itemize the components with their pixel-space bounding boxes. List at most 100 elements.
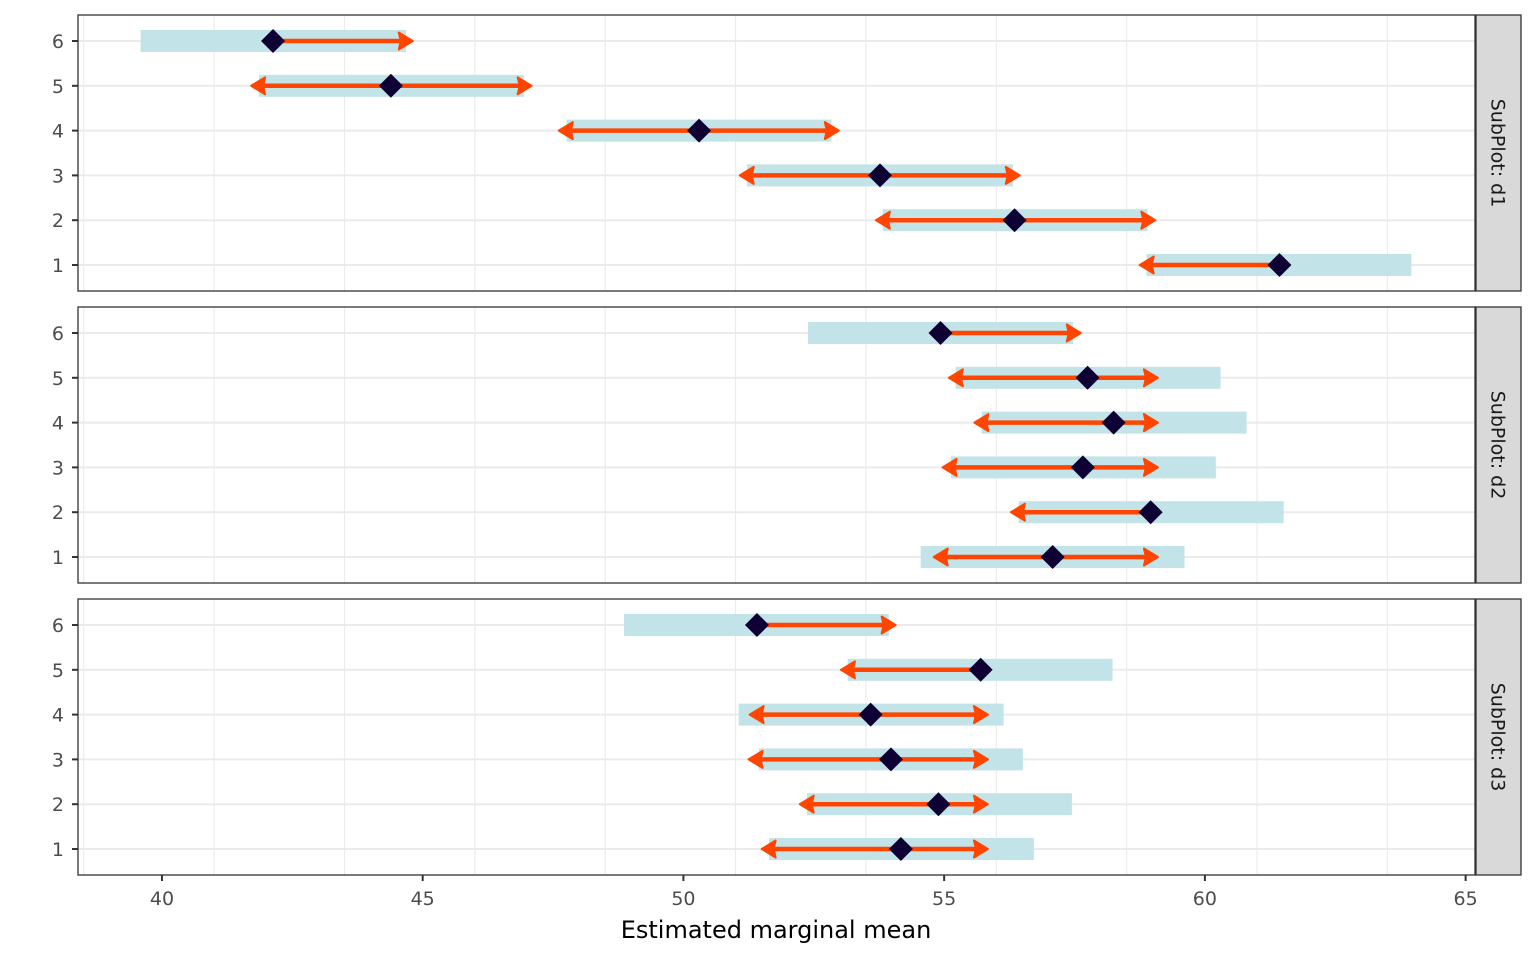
arrow-head-right [1142, 547, 1159, 567]
interval-row [623, 613, 897, 637]
x-axis-title: Estimated marginal mean [621, 916, 932, 944]
panel-border [77, 306, 1476, 584]
y-tick-label: 5 [52, 368, 64, 390]
panel-background [78, 307, 1475, 583]
estimate-point [1002, 208, 1027, 233]
x-tick-label: 50 [671, 888, 695, 910]
panel-background [78, 599, 1475, 875]
facet-strip [1475, 14, 1522, 292]
interval-row [1138, 253, 1412, 277]
arrow-head-left [941, 457, 958, 477]
y-tick-label: 1 [52, 839, 64, 861]
y-tick-label: 2 [52, 794, 64, 816]
arrow-head-left [839, 660, 856, 680]
y-tick-label: 3 [52, 457, 64, 479]
panels: 1 2 3 4 5 6 SubPlot: d1 1 2 3 4 5 6 SubPlot: d2 1 2 3 4 5 6… [52, 14, 1522, 876]
estimate-point [378, 73, 403, 98]
arrow-head-left [748, 705, 765, 725]
panel-background [78, 15, 1475, 291]
estimate-point [1075, 365, 1100, 390]
arrow-head-right [880, 615, 897, 635]
estimate-point [1267, 253, 1292, 277]
interval-row [557, 118, 840, 143]
y-tick-label: 4 [52, 413, 64, 435]
estimate-point [687, 118, 712, 143]
arrow-head-left [557, 121, 574, 141]
arrow-head-left [250, 76, 267, 96]
y-tick-label: 1 [52, 255, 64, 277]
y-tick-label: 3 [52, 749, 64, 771]
estimate-point [1101, 410, 1126, 435]
y-tick-label: 6 [52, 323, 64, 345]
x-tick-label: 65 [1454, 888, 1478, 910]
arrow-head-right [972, 705, 989, 725]
y-tick-label: 5 [52, 76, 64, 98]
arrow-head-right [1142, 413, 1159, 433]
y-tick-label: 2 [52, 210, 64, 232]
estimate-point [858, 702, 883, 727]
y-tick-label: 1 [52, 547, 64, 569]
x-tick-label: 45 [411, 888, 435, 910]
arrow-head-left [798, 794, 815, 814]
facet-strip [1475, 306, 1522, 584]
x-tick-label: 55 [932, 888, 956, 910]
interval-row [1009, 500, 1284, 525]
interval-row [973, 410, 1247, 435]
arrow-head-right [1140, 210, 1157, 230]
estimate-point [926, 792, 951, 817]
interval-row [760, 837, 1034, 861]
arrow-head-left [1009, 502, 1026, 522]
interval-row [808, 321, 1082, 345]
interval-row [874, 208, 1157, 233]
panel-border [77, 14, 1476, 292]
x-axis: 40 45 50 55 60 65 [150, 875, 1478, 910]
arrow-head-right [1004, 165, 1021, 185]
arrow-head-left [760, 839, 777, 859]
panel-1: 1 2 3 4 5 6 SubPlot: d1 [52, 14, 1522, 292]
interval-row [920, 545, 1185, 569]
estimate-point [744, 613, 769, 637]
interval-row [747, 747, 1023, 772]
interval-row [941, 455, 1216, 480]
interval-row [798, 792, 1072, 817]
panel-2: 1 2 3 4 5 6 SubPlot: d2 [52, 306, 1522, 584]
arrow-head-left [747, 749, 764, 769]
arrow-head-right [972, 839, 989, 859]
estimate-point [888, 837, 913, 861]
y-tick-label: 6 [52, 31, 64, 53]
arrow-head-right [516, 76, 533, 96]
arrow-head-left [947, 368, 964, 388]
arrow-head-left [1138, 255, 1155, 275]
arrow-head-left [738, 165, 755, 185]
estimate-point [261, 29, 286, 53]
estimate-point [1138, 500, 1163, 525]
arrow-head-right [823, 121, 840, 141]
arrow-head-right [972, 749, 989, 769]
y-tick-label: 5 [52, 660, 64, 682]
panel-border [77, 598, 1476, 876]
interval-row [738, 702, 1004, 727]
estimate-point [1070, 455, 1095, 480]
arrow-head-left [874, 210, 891, 230]
estimate-point [868, 163, 893, 188]
panel-3: 1 2 3 4 5 6 SubPlot: d3 [52, 598, 1522, 876]
arrow-head-left [973, 413, 990, 433]
estimate-point [1040, 545, 1065, 569]
y-tick-label: 2 [52, 502, 64, 524]
interval-row [839, 657, 1113, 682]
interval-row [250, 73, 533, 98]
facet-strip-label: SubPlot: d1 [1487, 99, 1509, 208]
facet-strip-label: SubPlot: d3 [1487, 683, 1509, 792]
interval-row [947, 365, 1221, 390]
y-tick-label: 3 [52, 165, 64, 187]
arrow-head-right [1142, 368, 1159, 388]
arrow-head-right [1142, 457, 1159, 477]
x-tick-label: 40 [150, 888, 174, 910]
arrow-head-right [397, 31, 414, 51]
y-tick-label: 4 [52, 121, 64, 143]
interval-row [738, 163, 1021, 188]
estimate-point [968, 657, 993, 682]
arrow-head-left [932, 547, 949, 567]
y-tick-label: 4 [52, 705, 64, 727]
